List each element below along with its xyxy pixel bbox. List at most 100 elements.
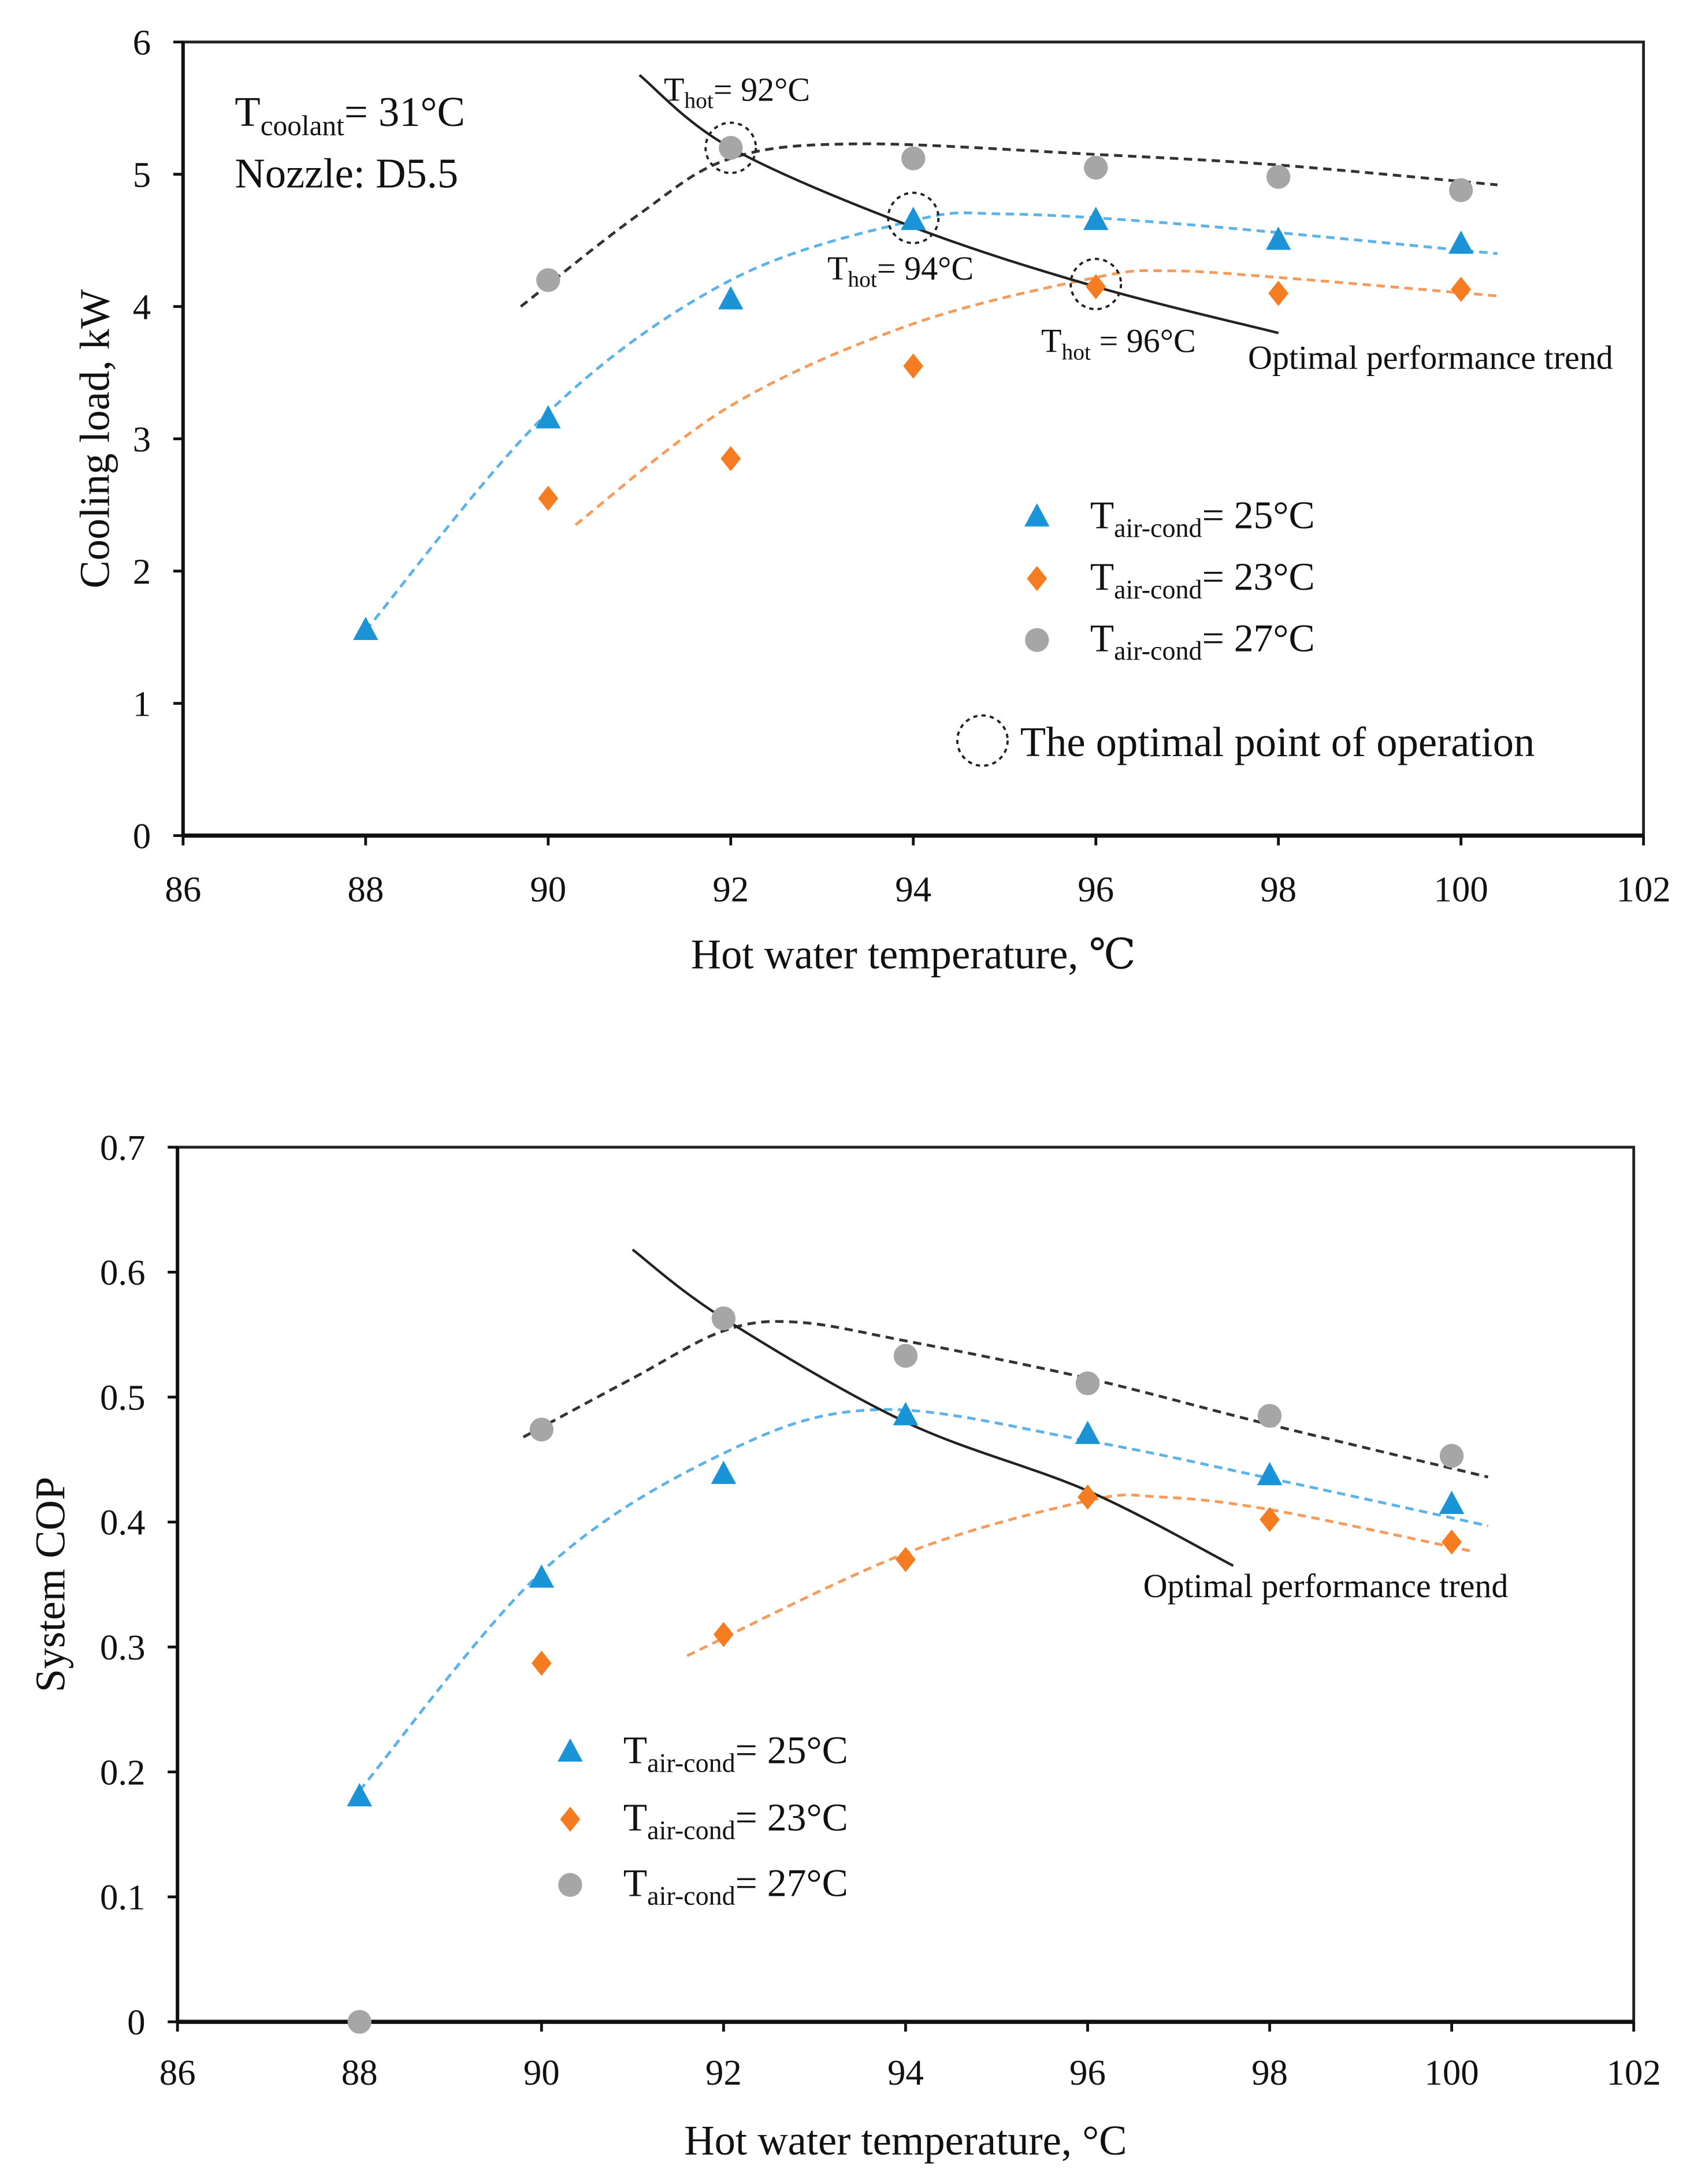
legend-marker-1	[560, 1806, 581, 1832]
legend-label-0: Tair-cond= 25°C	[623, 1729, 848, 1778]
y-tick-label: 0.3	[100, 1627, 146, 1668]
x-tick-label: 94	[887, 2052, 924, 2093]
y-tick-label: 5	[133, 154, 151, 195]
thot-94-label: Thot= 94°C	[827, 250, 974, 292]
x-tick-label: 86	[165, 869, 201, 909]
legend-marker-0	[1024, 503, 1050, 527]
thot-94-label-main: T	[827, 250, 848, 287]
legend-label-1-rest: = 23°C	[736, 1796, 848, 1839]
data-point-series-0	[347, 1783, 373, 1807]
thot-96-label-main: T	[1041, 322, 1061, 360]
x-tick-label: 90	[523, 2052, 560, 2093]
data-point-series-1	[1451, 277, 1472, 302]
legend-label-1-main: T	[623, 1796, 647, 1839]
legend-label-0-subscript: air-cond	[647, 1748, 736, 1778]
y-tick-label: 0.2	[100, 1752, 146, 1792]
legend-label-1-subscript: air-cond	[647, 1815, 736, 1845]
thot-92-label-main: T	[664, 70, 684, 108]
x-tick-label: 98	[1260, 869, 1297, 909]
thot-92-label-subscript: hot	[684, 88, 713, 113]
y-tick-label: 0.7	[100, 1128, 146, 1168]
thot-92-label: Thot= 92°C	[664, 70, 810, 113]
trendline-series-1	[686, 1493, 1470, 1657]
trendline-series-1	[574, 269, 1498, 526]
thot-94-label-subscript: hot	[848, 267, 876, 292]
optimal-performance-trend-line	[632, 1248, 1234, 1567]
x-tick-label: 92	[705, 2052, 742, 2093]
x-tick-label: 86	[159, 2052, 196, 2093]
data-point-series-1	[1078, 1484, 1098, 1510]
legend-label-2-subscript: air-cond	[647, 1881, 736, 1910]
data-point-series-0	[900, 206, 926, 230]
optimal-trend-label: Optimal performance trend	[1248, 339, 1613, 377]
data-point-series-2	[1257, 1404, 1282, 1428]
trendline-series-2	[522, 1320, 1489, 1479]
legend-label-2-main: T	[1090, 616, 1114, 660]
legend-label-0-subscript: air-cond	[1114, 513, 1202, 542]
x-tick-label: 102	[1616, 869, 1670, 909]
data-point-series-0	[718, 286, 744, 310]
data-point-series-2	[1266, 165, 1291, 189]
thot-96-label-subscript: hot	[1062, 339, 1091, 364]
legend-label-1: Tair-cond= 23°C	[1090, 555, 1315, 604]
coolant-temperature-note-main: T	[235, 88, 260, 135]
data-point-series-0	[1448, 230, 1474, 254]
data-point-series-0	[1439, 1490, 1465, 1515]
thot-96-label-rest: = 96°C	[1091, 322, 1196, 360]
y-tick-label: 1	[133, 683, 151, 724]
y-tick-label: 3	[133, 419, 151, 459]
coolant-temperature-note-rest: = 31°C	[344, 88, 465, 135]
x-tick-label: 102	[1606, 2052, 1661, 2093]
data-point-series-2	[711, 1306, 736, 1331]
legend-label-1: Tair-cond= 23°C	[623, 1796, 848, 1845]
optimal-point-circle	[704, 121, 757, 174]
legend-label-2: Tair-cond= 27°C	[623, 1862, 848, 1911]
optimal-performance-trend-line	[638, 74, 1279, 334]
data-point-series-0	[1083, 206, 1109, 230]
y-tick-label: 0.6	[100, 1252, 146, 1293]
x-tick-label: 92	[712, 869, 749, 909]
coolant-temperature-note-subscript: coolant	[261, 110, 344, 142]
thot-92-label-rest: = 92°C	[714, 70, 810, 108]
data-point-series-1	[896, 1547, 916, 1572]
data-point-series-2	[1439, 1443, 1464, 1468]
legend-marker-0	[558, 1738, 583, 1762]
legend-label-2-subscript: air-cond	[1114, 636, 1202, 665]
x-tick-label: 96	[1069, 2052, 1106, 2093]
x-tick-label: 100	[1433, 869, 1488, 909]
legend-label-1-subscript: air-cond	[1114, 575, 1202, 604]
data-point-series-2	[536, 268, 560, 292]
x-axis-label: Hot water temperature, °C	[684, 2117, 1127, 2164]
data-point-series-0	[1257, 1462, 1283, 1486]
optimal-trend-label: Optimal performance trend	[1143, 1567, 1509, 1605]
legend-label-0-main: T	[623, 1729, 647, 1772]
legend-marker-2	[1025, 628, 1049, 652]
data-point-series-1	[1268, 281, 1289, 306]
data-point-series-0	[536, 405, 561, 429]
data-point-series-1	[903, 353, 924, 379]
data-point-series-0	[893, 1402, 919, 1426]
data-point-series-0	[711, 1460, 737, 1484]
y-axis-label: Cooling load, kW	[72, 289, 118, 588]
optimal-point-legend-label: The optimal point of operation	[1020, 719, 1535, 765]
y-tick-label: 0.4	[100, 1502, 146, 1543]
legend-label-2-rest: = 27°C	[1202, 616, 1315, 660]
y-tick-label: 0.5	[100, 1377, 146, 1417]
legend-label-2-rest: = 27°C	[736, 1862, 848, 1905]
data-point-series-1	[538, 485, 559, 511]
legend-marker-1	[1027, 565, 1047, 591]
data-point-series-2	[901, 146, 926, 170]
x-tick-label: 90	[530, 869, 566, 909]
legend-label-0-main: T	[1090, 493, 1114, 537]
x-axis-label: Hot water temperature, ℃	[691, 931, 1136, 977]
nozzle-note: Nozzle: D5.5	[235, 150, 458, 196]
legend-label-0: Tair-cond= 25°C	[1090, 493, 1315, 542]
data-point-series-2	[1448, 178, 1473, 202]
y-axis-label: System COP	[27, 1477, 73, 1692]
legend-label-2-main: T	[623, 1862, 647, 1905]
data-point-series-2	[893, 1344, 918, 1368]
x-tick-label: 88	[341, 2052, 378, 2093]
optimal-point-circle	[1069, 258, 1123, 311]
data-point-series-0	[529, 1564, 555, 1588]
